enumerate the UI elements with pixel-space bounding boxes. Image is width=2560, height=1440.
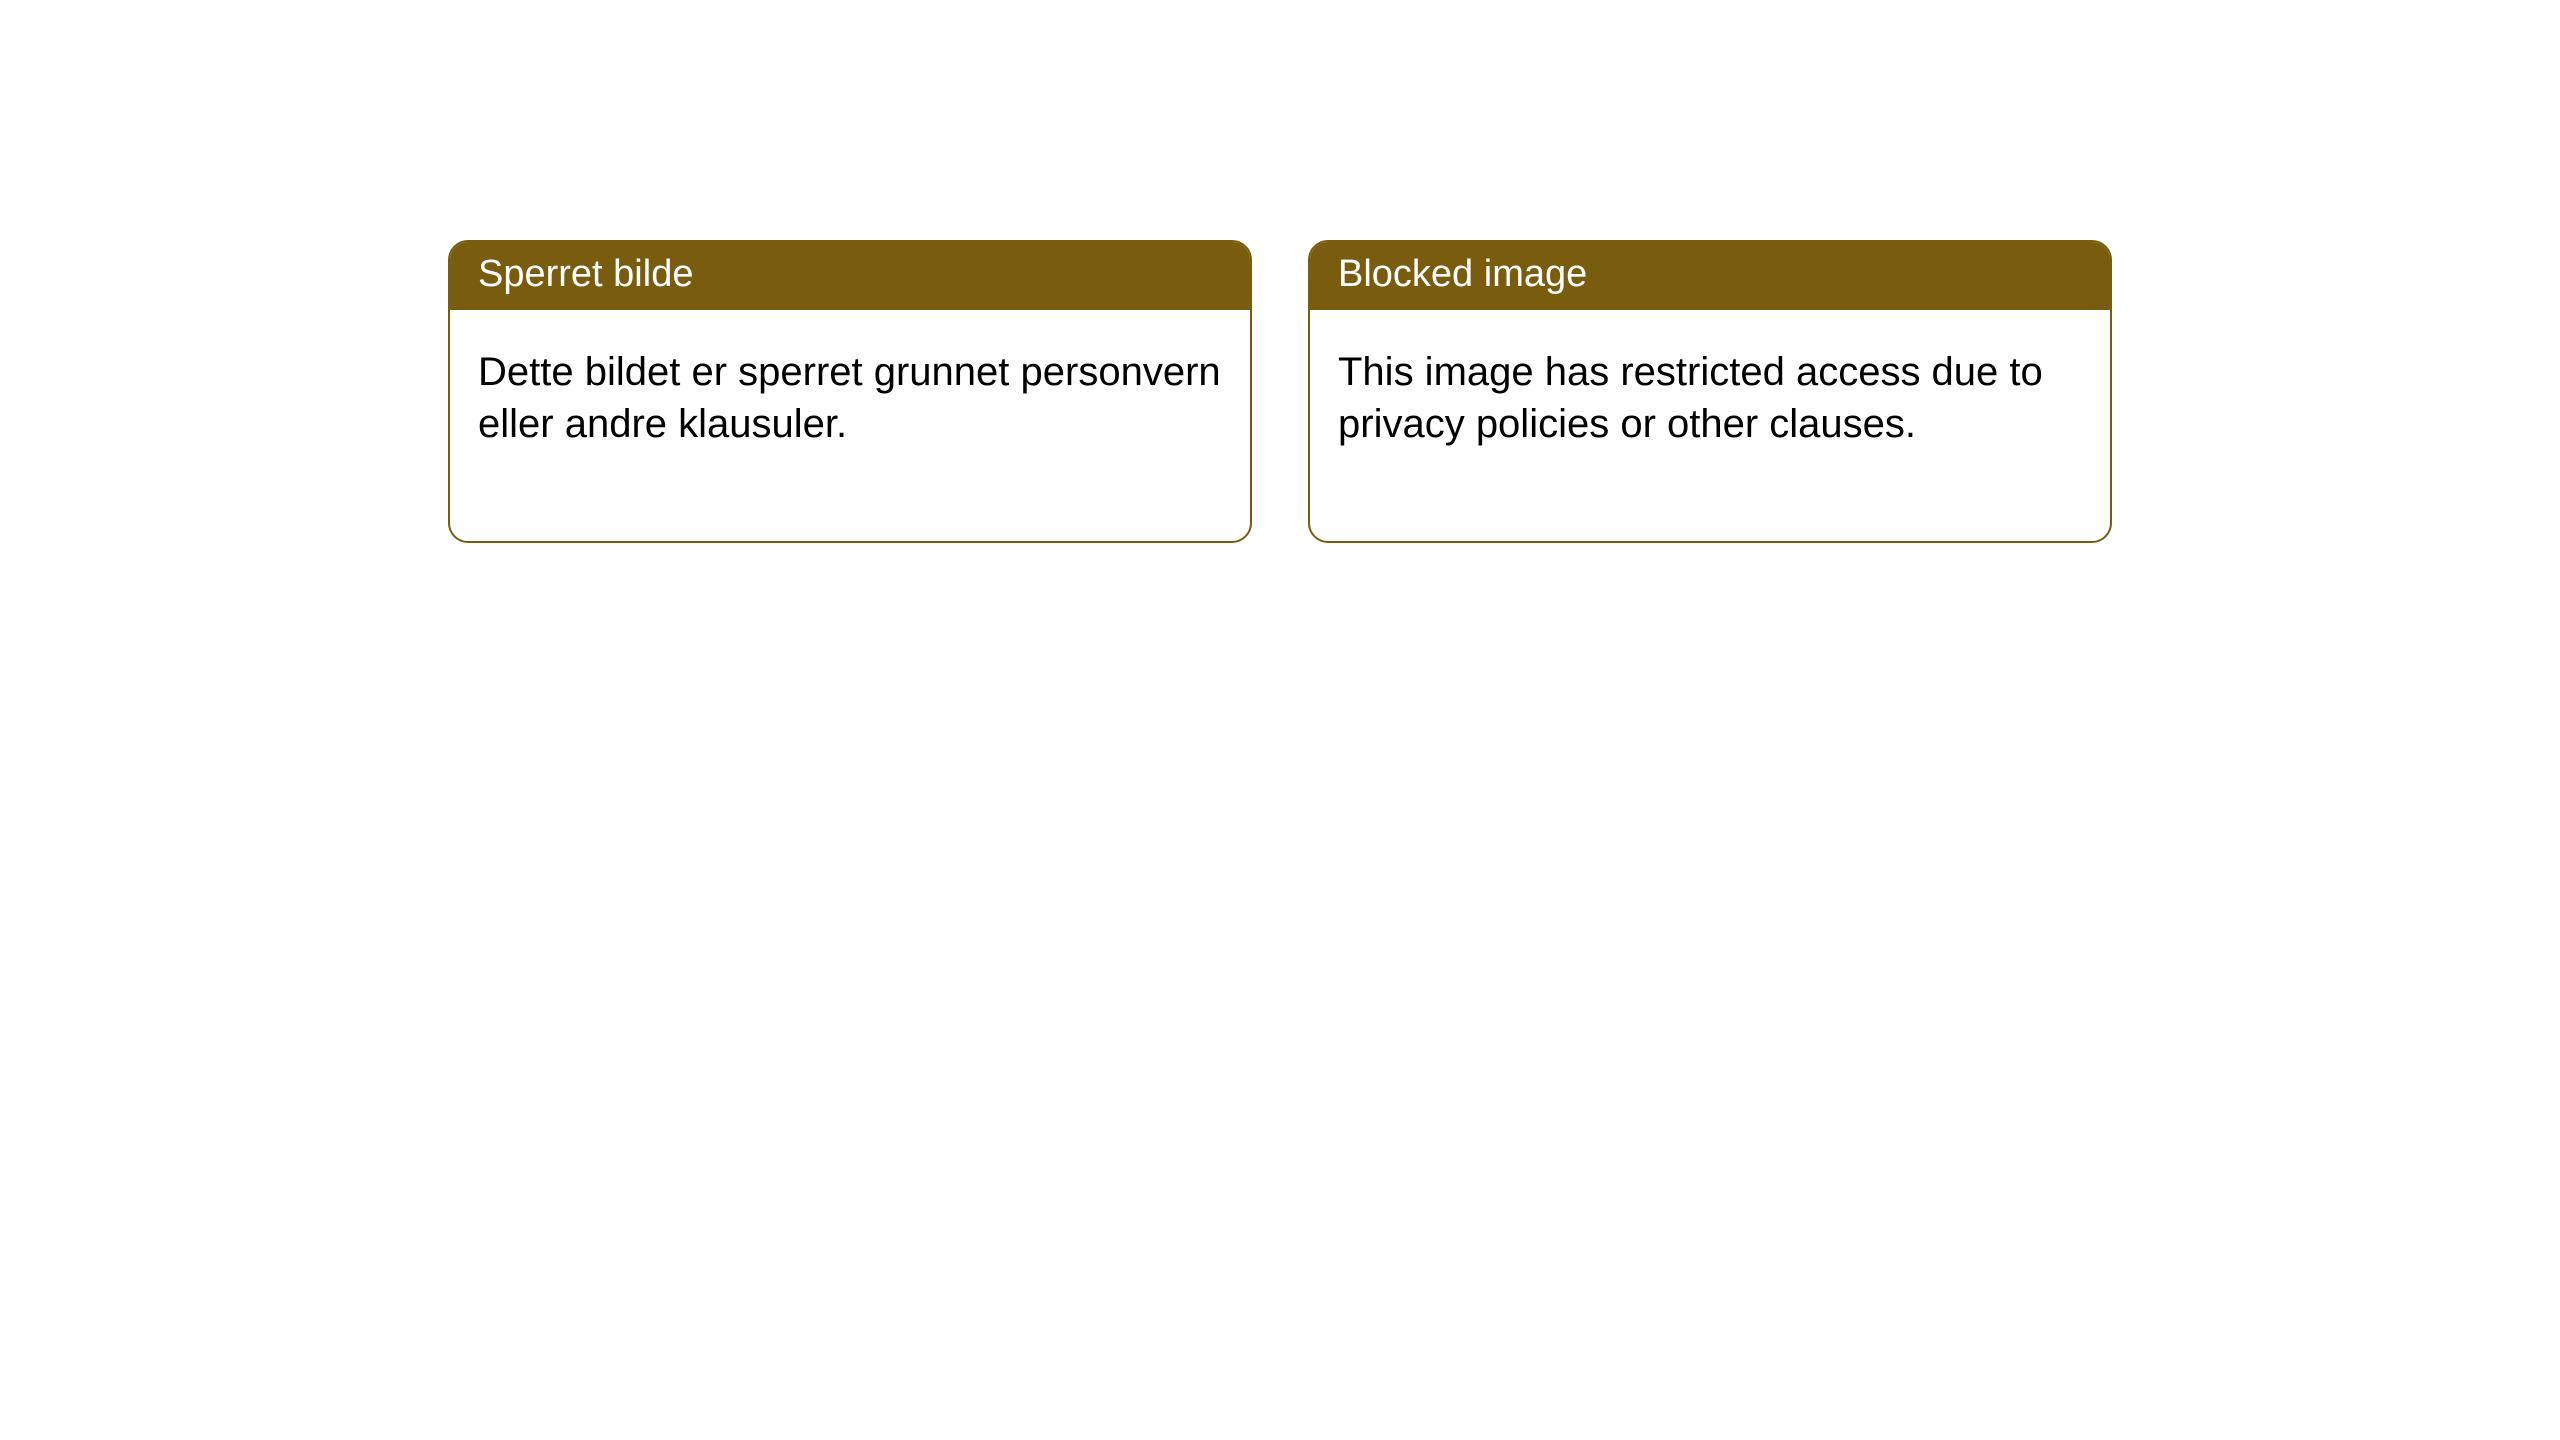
notice-header: Sperret bilde (450, 242, 1250, 310)
notice-header: Blocked image (1310, 242, 2110, 310)
notice-container: Sperret bilde Dette bildet er sperret gr… (0, 0, 2560, 543)
notice-card-english: Blocked image This image has restricted … (1308, 240, 2112, 543)
notice-card-norwegian: Sperret bilde Dette bildet er sperret gr… (448, 240, 1252, 543)
notice-body: Dette bildet er sperret grunnet personve… (450, 310, 1250, 542)
notice-body: This image has restricted access due to … (1310, 310, 2110, 542)
